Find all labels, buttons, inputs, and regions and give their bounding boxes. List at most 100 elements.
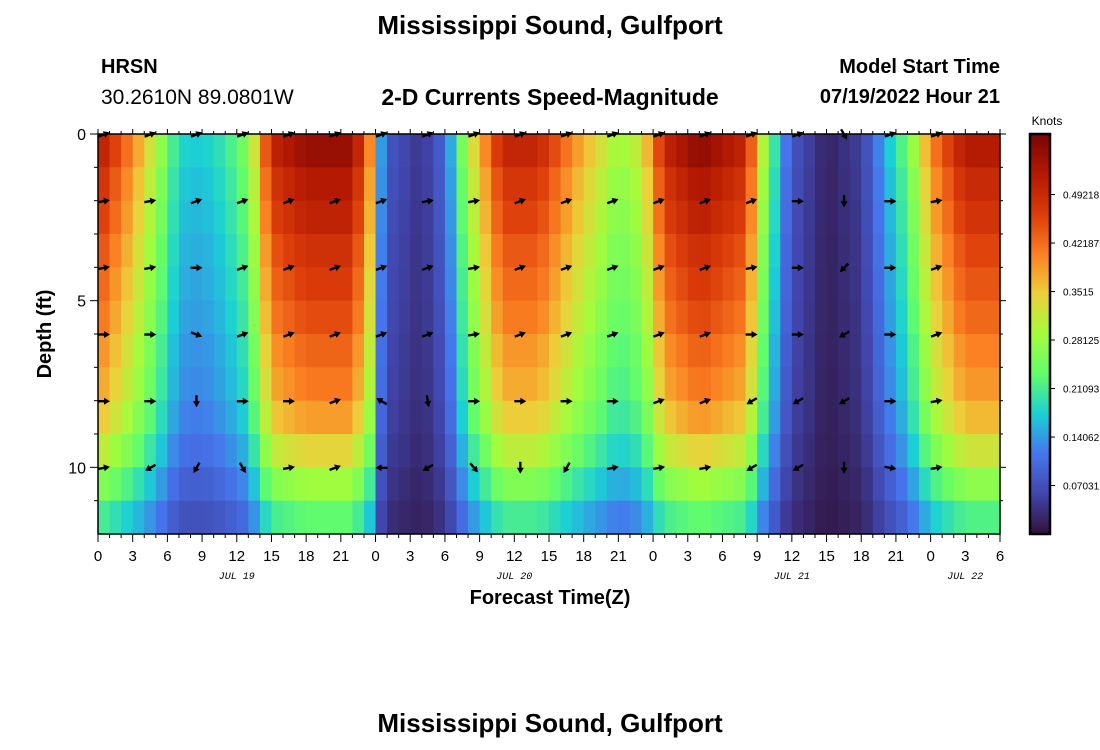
heatmap-cell — [410, 200, 423, 235]
heatmap-cell — [710, 367, 724, 402]
heatmap-cell — [178, 367, 192, 402]
heatmap-cell — [213, 434, 226, 468]
heatmap-cell — [155, 234, 168, 268]
heatmap-cell — [710, 467, 724, 502]
heatmap-cell — [780, 467, 793, 502]
heatmap-cell — [803, 267, 816, 302]
current-vector — [190, 264, 203, 272]
heatmap-cell — [618, 500, 631, 535]
heatmap-cell — [953, 267, 966, 302]
heatmap-cell — [606, 367, 619, 402]
heatmap-cell — [745, 334, 758, 368]
heatmap-cell — [676, 467, 689, 502]
heatmap-cell — [583, 334, 596, 368]
heatmap-cell — [988, 434, 1001, 468]
heatmap-cell — [248, 200, 261, 235]
x-tick-label: 21 — [333, 548, 350, 565]
heatmap-cell — [664, 267, 677, 302]
heatmap-cell — [895, 300, 909, 335]
current-vector — [840, 195, 848, 208]
current-vector — [422, 463, 434, 471]
current-vector — [745, 331, 758, 338]
heatmap-cell — [109, 234, 122, 268]
heatmap-cell — [109, 500, 122, 535]
heatmap-cell — [525, 167, 539, 202]
heatmap-cell — [444, 200, 458, 235]
heatmap-cell — [988, 300, 1001, 335]
heatmap-cell — [514, 334, 527, 368]
x-tick-label: 9 — [753, 548, 761, 565]
heatmap-cell — [433, 167, 446, 202]
heatmap-cell — [641, 267, 654, 302]
heatmap-cell — [803, 334, 816, 368]
current-vector — [282, 197, 295, 205]
heatmap-cell — [676, 367, 689, 402]
current-vector — [563, 462, 571, 473]
heatmap-cell — [514, 367, 527, 402]
heatmap-cell — [572, 500, 585, 535]
heatmap-cell — [340, 134, 354, 168]
heatmap-cell — [340, 434, 354, 468]
heatmap-cell — [363, 134, 377, 168]
heatmap-cell — [456, 367, 469, 402]
heatmap-cell — [225, 467, 238, 502]
heatmap-cell — [549, 367, 562, 402]
heatmap-cell — [190, 400, 203, 435]
heatmap-cell — [259, 267, 273, 302]
date-label: JUL 22 — [947, 572, 983, 583]
heatmap-cell — [895, 267, 909, 302]
heatmap-cell — [745, 300, 758, 335]
heatmap-cell — [271, 434, 284, 468]
heatmap-cell — [329, 334, 342, 368]
current-vector — [838, 397, 850, 405]
heatmap-cell — [872, 234, 885, 268]
heatmap-cell — [583, 467, 596, 502]
heatmap-cell — [745, 500, 758, 535]
heatmap-cell — [895, 234, 909, 268]
heatmap-cell — [121, 334, 134, 368]
heatmap-cell — [664, 200, 677, 235]
heatmap-cell — [884, 500, 897, 535]
heatmap-cell — [98, 267, 111, 302]
heatmap-cell — [653, 334, 666, 368]
heatmap-cell — [826, 300, 839, 335]
heatmap-cell — [953, 334, 966, 368]
x-tick-label: 15 — [818, 548, 835, 565]
heatmap-cell — [930, 134, 943, 168]
heatmap-cell — [560, 134, 573, 168]
heatmap-cell — [491, 367, 504, 402]
heatmap-cell — [225, 434, 238, 468]
heatmap-cell — [502, 500, 515, 535]
heatmap-cell — [155, 400, 168, 435]
heatmap-cell — [953, 134, 966, 168]
heatmap-cell — [387, 134, 400, 168]
heatmap-cell — [352, 367, 365, 402]
heatmap-cell — [387, 167, 400, 202]
heatmap-cell — [664, 334, 677, 368]
heatmap-cell — [653, 500, 666, 535]
heatmap-cell — [676, 134, 689, 168]
heatmap-cell — [814, 267, 828, 302]
heatmap-cell — [976, 367, 990, 402]
heatmap-cell — [549, 300, 562, 335]
heatmap-cell — [629, 300, 643, 335]
heatmap-cell — [225, 300, 238, 335]
heatmap-cell — [410, 267, 423, 302]
heatmap-cell — [491, 200, 504, 235]
heatmap-cell — [248, 234, 261, 268]
heatmap-cell — [838, 200, 851, 235]
heatmap-cell — [965, 300, 978, 335]
heatmap-cell — [757, 367, 770, 402]
heatmap-cell — [329, 434, 342, 468]
heatmap-cell — [757, 467, 770, 502]
heatmap-cell — [132, 200, 145, 235]
heatmap-cell — [572, 167, 585, 202]
heatmap-cell — [329, 367, 342, 402]
heatmap-cell — [190, 267, 203, 302]
heatmap-cell — [618, 167, 631, 202]
heatmap-cell — [98, 434, 111, 468]
heatmap-cell — [595, 234, 608, 268]
heatmap-cell — [167, 334, 180, 368]
heatmap-cell — [479, 300, 492, 335]
heatmap-cell — [155, 200, 168, 235]
